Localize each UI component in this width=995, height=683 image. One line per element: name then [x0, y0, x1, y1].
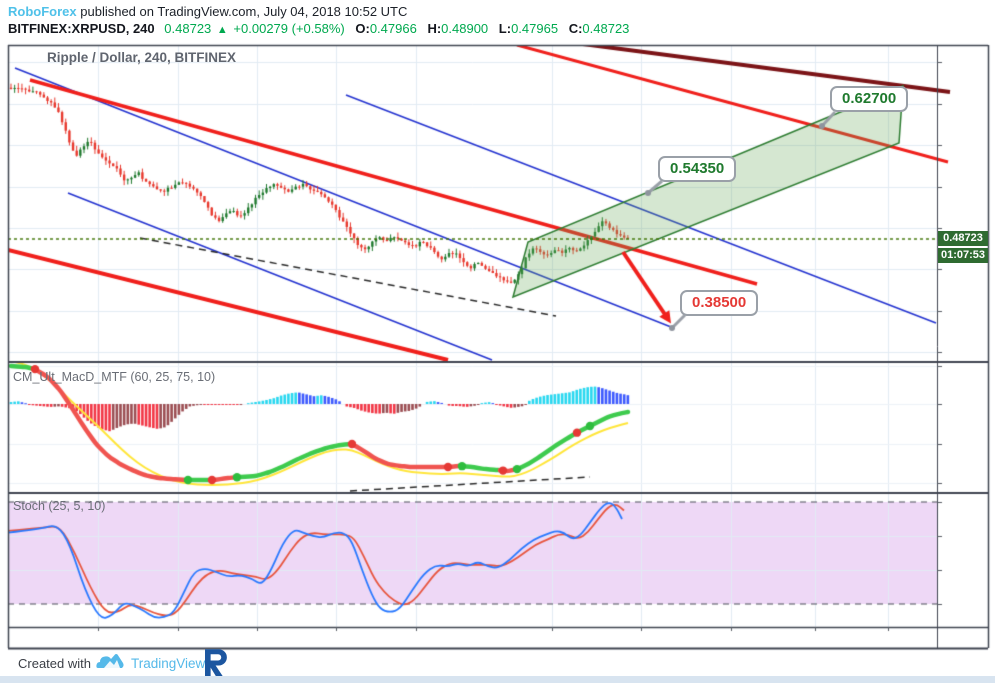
tradingview-link[interactable]: TradingView [131, 656, 206, 671]
symbol-quote-line: BITFINEX:XRPUSD, 240 0.48723 ▲ +0.00279 … [8, 21, 629, 36]
last-price: 0.48723 [164, 21, 212, 36]
bar-countdown-badge: 01:07:53 [938, 248, 988, 263]
symbol-name: BITFINEX:XRPUSD, 240 [8, 21, 155, 36]
chart-title: Ripple / Dollar, 240, BITFINEX [47, 50, 237, 65]
high-value: 0.48900 [441, 21, 489, 36]
published-text: published on TradingView.com, July 04, 2… [80, 4, 408, 19]
roboforex-logo[interactable] [200, 648, 230, 683]
low-value: 0.47965 [511, 21, 559, 36]
current-price-badge: 0.48723 [938, 231, 988, 246]
up-arrow-icon: ▲ [216, 24, 228, 36]
open-label: O: [355, 21, 370, 36]
high-label: H: [427, 21, 442, 36]
stoch-indicator-label: Stoch (25, 5, 10) [13, 499, 106, 513]
close-label: C: [568, 21, 583, 36]
price-target-callout-38500: 0.38500 [680, 290, 759, 316]
macd-indicator-label: CM_Ult_MacD_MTF (60, 25, 75, 10) [13, 370, 216, 384]
publish-info-line: RoboForex published on TradingView.com, … [8, 4, 407, 19]
price-change: +0.00279 (+0.58%) [233, 21, 345, 36]
price-target-callout-54350: 0.54350 [658, 156, 737, 182]
price-target-callout-62700: 0.62700 [830, 86, 909, 112]
open-value: 0.47966 [369, 21, 417, 36]
tradingview-cloud-icon[interactable] [96, 653, 124, 676]
roboforex-brand-link[interactable]: RoboForex [8, 4, 77, 19]
page-bottom-strip [0, 676, 995, 683]
close-value: 0.48723 [582, 21, 630, 36]
low-label: L: [498, 21, 512, 36]
created-with-text: Created with [18, 656, 91, 671]
